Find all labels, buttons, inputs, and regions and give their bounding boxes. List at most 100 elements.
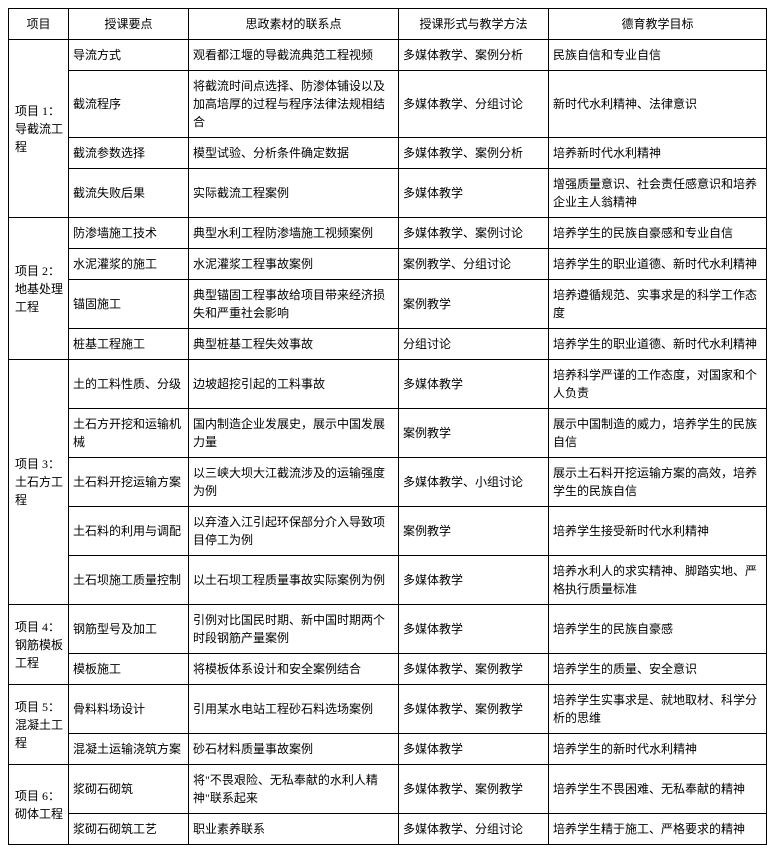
cell-point: 土的工料性质、分级 (69, 360, 189, 409)
cell-method: 多媒体教学、案例分析 (399, 40, 549, 71)
cell-method: 多媒体教学 (399, 360, 549, 409)
cell-method: 多媒体教学、案例分析 (399, 138, 549, 169)
table-row: 桩基工程施工典型桩基工程失效事故分组讨论培养学生的职业道德、新时代水利精神 (9, 329, 767, 360)
cell-method: 多媒体教学 (399, 605, 549, 654)
cell-point: 浆砌石砌筑工艺 (69, 814, 189, 845)
cell-material: 职业素养联系 (189, 814, 399, 845)
cell-goal: 培养学生的质量、安全意识 (549, 654, 767, 685)
cell-method: 多媒体教学、案例讨论 (399, 218, 549, 249)
table-row: 锚固施工典型锚固工程事故给项目带来经济损失和严重社会影响案例教学培养遵循规范、实… (9, 280, 767, 329)
cell-point: 土石坝施工质量控制 (69, 556, 189, 605)
table-row: 项目 1：导截流工程导流方式观看都江堰的导截流典范工程视频多媒体教学、案例分析民… (9, 40, 767, 71)
cell-material: 将截流时间点选择、防渗体铺设以及加高培厚的过程与程序法律法规相结合 (189, 71, 399, 138)
cell-material: 以土石坝工程质量事故实际案例为例 (189, 556, 399, 605)
cell-goal: 培养学生不畏困难、无私奉献的精神 (549, 765, 767, 814)
cell-material: 实际截流工程案例 (189, 169, 399, 218)
cell-point: 截流失败后果 (69, 169, 189, 218)
cell-goal: 培养遵循规范、实事求是的科学工作态度 (549, 280, 767, 329)
table-row: 土石坝施工质量控制以土石坝工程质量事故实际案例为例多媒体教学培养水利人的求实精神… (9, 556, 767, 605)
cell-material: 引例对比国民时期、新中国时期两个时段钢筋产量案例 (189, 605, 399, 654)
cell-point: 水泥灌浆的施工 (69, 249, 189, 280)
cell-method: 多媒体教学、案例教学 (399, 765, 549, 814)
project-label: 项目 5：混凝土工程 (9, 685, 69, 765)
table-row: 截流失败后果实际截流工程案例多媒体教学增强质量意识、社会责任感意识和培养企业主人… (9, 169, 767, 218)
project-label: 项目 1：导截流工程 (9, 40, 69, 218)
table-row: 土石料开挖运输方案以三峡大坝大江截流涉及的运输强度为例多媒体教学、小组讨论展示土… (9, 458, 767, 507)
cell-goal: 展示中国制造的威力，培养学生的民族自信 (549, 409, 767, 458)
cell-method: 案例教学 (399, 507, 549, 556)
project-label: 项目 3：土石方工程 (9, 360, 69, 605)
table-row: 模板施工将模板体系设计和安全案例结合多媒体教学、案例教学培养学生的质量、安全意识 (9, 654, 767, 685)
cell-point: 导流方式 (69, 40, 189, 71)
cell-goal: 培养新时代水利精神 (549, 138, 767, 169)
cell-point: 钢筋型号及加工 (69, 605, 189, 654)
cell-point: 桩基工程施工 (69, 329, 189, 360)
cell-method: 多媒体教学、分组讨论 (399, 71, 549, 138)
cell-point: 防渗墙施工技术 (69, 218, 189, 249)
cell-material: 砂石材料质量事故案例 (189, 734, 399, 765)
cell-point: 混凝土运输浇筑方案 (69, 734, 189, 765)
cell-point: 锚固施工 (69, 280, 189, 329)
cell-goal: 培养学生的新时代水利精神 (549, 734, 767, 765)
table-row: 混凝土运输浇筑方案砂石材料质量事故案例多媒体教学培养学生的新时代水利精神 (9, 734, 767, 765)
table-row: 项目 5：混凝土工程骨料料场设计引用某水电站工程砂石料选场案例多媒体教学、案例教… (9, 685, 767, 734)
cell-goal: 培养学生的职业道德、新时代水利精神 (549, 249, 767, 280)
table-row: 截流参数选择模型试验、分析条件确定数据多媒体教学、案例分析培养新时代水利精神 (9, 138, 767, 169)
cell-material: 边坡超挖引起的工料事故 (189, 360, 399, 409)
cell-method: 多媒体教学 (399, 169, 549, 218)
cell-goal: 培养学生接受新时代水利精神 (549, 507, 767, 556)
header-project: 项目 (9, 9, 69, 40)
cell-goal: 培养学生的民族自豪感 (549, 605, 767, 654)
cell-point: 土石料的利用与调配 (69, 507, 189, 556)
cell-material: 将模板体系设计和安全案例结合 (189, 654, 399, 685)
project-label: 项目 6：砌体工程 (9, 765, 69, 845)
cell-material: 国内制造企业发展史，展示中国发展力量 (189, 409, 399, 458)
cell-method: 多媒体教学、小组讨论 (399, 458, 549, 507)
table-row: 项目 3：土石方工程土的工料性质、分级边坡超挖引起的工料事故多媒体教学培养科学严… (9, 360, 767, 409)
cell-point: 截流程序 (69, 71, 189, 138)
cell-material: 典型桩基工程失效事故 (189, 329, 399, 360)
cell-method: 多媒体教学 (399, 556, 549, 605)
table-row: 项目 6：砌体工程浆砌石砌筑将"不畏艰险、无私奉献的水利人精神"联系起来多媒体教… (9, 765, 767, 814)
cell-method: 分组讨论 (399, 329, 549, 360)
table-row: 水泥灌浆的施工水泥灌浆工程事故案例案例教学、分组讨论培养学生的职业道德、新时代水… (9, 249, 767, 280)
cell-material: 以三峡大坝大江截流涉及的运输强度为例 (189, 458, 399, 507)
table-row: 土石料的利用与调配以弃渣入江引起环保部分介入导致项目停工为例案例教学培养学生接受… (9, 507, 767, 556)
header-method: 授课形式与教学方法 (399, 9, 549, 40)
cell-goal: 培养学生的职业道德、新时代水利精神 (549, 329, 767, 360)
project-label: 项目 4：钢筋模板工程 (9, 605, 69, 685)
cell-point: 土石方开挖和运输机械 (69, 409, 189, 458)
cell-goal: 培养学生的民族自豪感和专业自信 (549, 218, 767, 249)
cell-point: 浆砌石砌筑 (69, 765, 189, 814)
table-row: 项目 2：地基处理工程防渗墙施工技术典型水利工程防渗墙施工视频案例多媒体教学、案… (9, 218, 767, 249)
cell-method: 多媒体教学、分组讨论 (399, 814, 549, 845)
table-row: 截流程序将截流时间点选择、防渗体铺设以及加高培厚的过程与程序法律法规相结合多媒体… (9, 71, 767, 138)
cell-goal: 民族自信和专业自信 (549, 40, 767, 71)
header-point: 授课要点 (69, 9, 189, 40)
table-row: 项目 4：钢筋模板工程钢筋型号及加工引例对比国民时期、新中国时期两个时段钢筋产量… (9, 605, 767, 654)
cell-goal: 新时代水利精神、法律意识 (549, 71, 767, 138)
cell-material: 以弃渣入江引起环保部分介入导致项目停工为例 (189, 507, 399, 556)
cell-goal: 培养学生精于施工、严格要求的精神 (549, 814, 767, 845)
header-material: 思政素材的联系点 (189, 9, 399, 40)
cell-material: 模型试验、分析条件确定数据 (189, 138, 399, 169)
cell-point: 土石料开挖运输方案 (69, 458, 189, 507)
header-row: 项目 授课要点 思政素材的联系点 授课形式与教学方法 德育教学目标 (9, 9, 767, 40)
cell-goal: 培养学生实事求是、就地取材、科学分析的思维 (549, 685, 767, 734)
cell-method: 多媒体教学 (399, 734, 549, 765)
cell-point: 截流参数选择 (69, 138, 189, 169)
cell-point: 骨料料场设计 (69, 685, 189, 734)
cell-goal: 培养水利人的求实精神、脚踏实地、严格执行质量标准 (549, 556, 767, 605)
cell-point: 模板施工 (69, 654, 189, 685)
cell-goal: 展示土石料开挖运输方案的高效，培养学生的民族自信 (549, 458, 767, 507)
table-row: 浆砌石砌筑工艺职业素养联系多媒体教学、分组讨论培养学生精于施工、严格要求的精神 (9, 814, 767, 845)
header-goal: 德育教学目标 (549, 9, 767, 40)
cell-material: 观看都江堰的导截流典范工程视频 (189, 40, 399, 71)
cell-material: 引用某水电站工程砂石料选场案例 (189, 685, 399, 734)
cell-goal: 培养科学严谨的工作态度，对国家和个人负责 (549, 360, 767, 409)
cell-method: 案例教学、分组讨论 (399, 249, 549, 280)
cell-method: 多媒体教学、案例教学 (399, 685, 549, 734)
cell-goal: 增强质量意识、社会责任感意识和培养企业主人翁精神 (549, 169, 767, 218)
cell-method: 案例教学 (399, 409, 549, 458)
table-row: 土石方开挖和运输机械国内制造企业发展史，展示中国发展力量案例教学展示中国制造的威… (9, 409, 767, 458)
